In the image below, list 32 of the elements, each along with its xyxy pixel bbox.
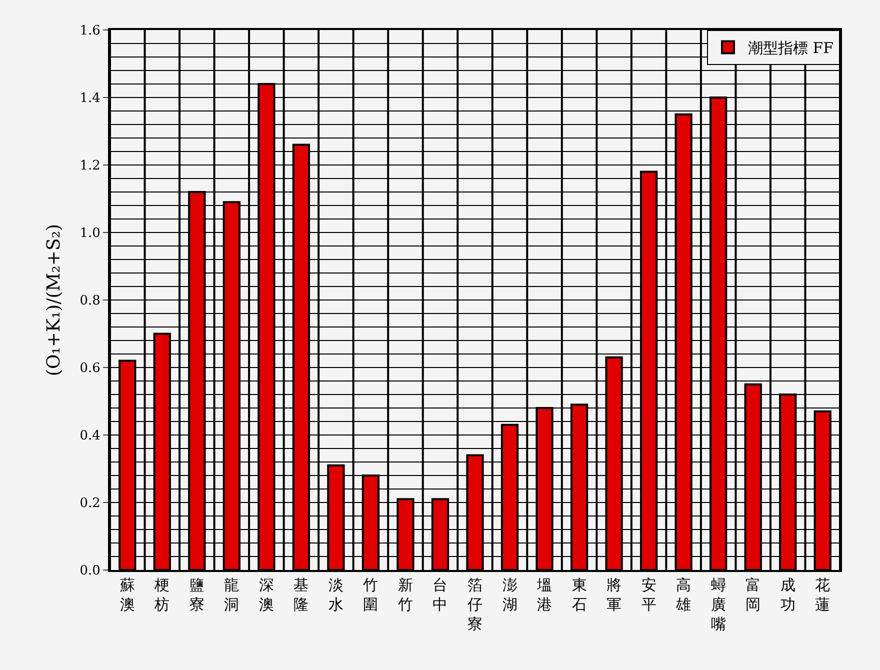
x-tick-label: 成功: [780, 577, 796, 614]
y-tick-label: 0.2: [80, 496, 100, 512]
x-tick-label: 富岡: [746, 577, 761, 614]
x-tick-label: 花蓮: [815, 577, 830, 614]
x-tick-label: 深澳: [258, 577, 274, 614]
y-axis-title: (O₁+K₁)/(M₂+S₂): [43, 224, 64, 376]
legend-label: 潮型指標 FF: [748, 39, 834, 58]
x-tick-label: 箔仔寮: [468, 577, 482, 633]
x-tick-label: 竹圍: [363, 577, 378, 614]
x-tick-label: 將軍: [606, 577, 622, 614]
y-tick-label: 0.0: [80, 564, 100, 579]
y-tick-label: 1.2: [80, 158, 100, 174]
x-tick-label: 基隆: [294, 577, 309, 614]
x-tick-label: 高雄: [675, 577, 692, 614]
x-tick-label: 龍洞: [224, 577, 240, 614]
y-tick-label: 0.6: [80, 361, 100, 376]
x-tick-label: 梗枋: [154, 577, 170, 614]
x-tick-label: 澎湖: [502, 577, 518, 614]
x-tick-label: 安平: [641, 577, 656, 614]
x-tick-label: 新竹: [398, 577, 413, 614]
x-tick-label: 東石: [572, 577, 587, 614]
x-tick-label: 塭港: [536, 577, 552, 614]
x-tick-label: 台中: [432, 577, 448, 614]
y-tick-label: 1.0: [80, 226, 100, 242]
x-tick-label: 鹽寮: [189, 577, 204, 614]
x-tick-label: 蟳廣嘴: [710, 577, 726, 633]
y-tick-label: 0.4: [80, 428, 100, 444]
x-tick-label: 蘇澳: [120, 577, 135, 614]
y-tick-label: 1.4: [80, 91, 100, 106]
x-tick-label: 淡水: [328, 577, 344, 614]
y-tick-label: 1.6: [80, 24, 100, 39]
y-tick-label: 0.8: [80, 294, 100, 309]
